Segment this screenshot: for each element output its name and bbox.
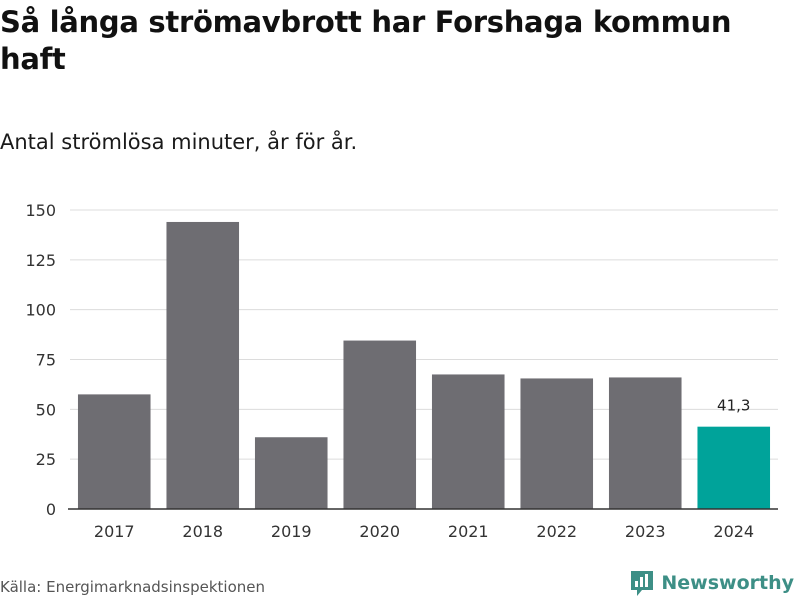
bar-2020 [343, 340, 417, 509]
y-tick-label: 100 [25, 301, 56, 320]
x-tick-label: 2017 [94, 522, 135, 541]
y-tick-label: 25 [36, 450, 56, 469]
x-tick-label: 2022 [536, 522, 577, 541]
chart-title: Så långa strömavbrott har Forshaga kommu… [0, 5, 732, 76]
source-note: Källa: Energimarknadsinspektionen [0, 578, 266, 596]
y-tick-label: 50 [36, 400, 56, 419]
y-tick-label: 0 [46, 500, 56, 519]
bar-2022 [520, 378, 594, 509]
bar-2018 [166, 221, 240, 509]
bar-2017 [77, 394, 151, 509]
bar-2024 [697, 426, 771, 509]
bar-2021 [431, 374, 505, 509]
x-tick-label: 2024 [713, 522, 754, 541]
bar-2023 [608, 377, 682, 509]
y-tick-label: 150 [25, 201, 56, 220]
bar-2019 [254, 437, 328, 509]
x-tick-label: 2021 [448, 522, 489, 541]
bar-chart: 0 25 50 75 100 125 150 2017 2018 2019 2020 2021 2022… [25, 201, 778, 541]
x-tick-label: 2020 [359, 522, 400, 541]
y-tick-label: 75 [36, 351, 56, 370]
x-tick-label: 2023 [625, 522, 666, 541]
data-label: 41,3 [717, 397, 750, 415]
newsworthy-logo-icon [631, 571, 654, 596]
x-tick-label: 2019 [271, 522, 312, 541]
brand-logo: Newsworthy [629, 569, 794, 597]
x-tick-label: 2018 [182, 522, 223, 541]
brand-name: Newsworthy [661, 572, 794, 594]
chart-subtitle: Antal strömlösa minuter, år för år. [0, 130, 358, 154]
y-tick-label: 125 [25, 251, 56, 270]
